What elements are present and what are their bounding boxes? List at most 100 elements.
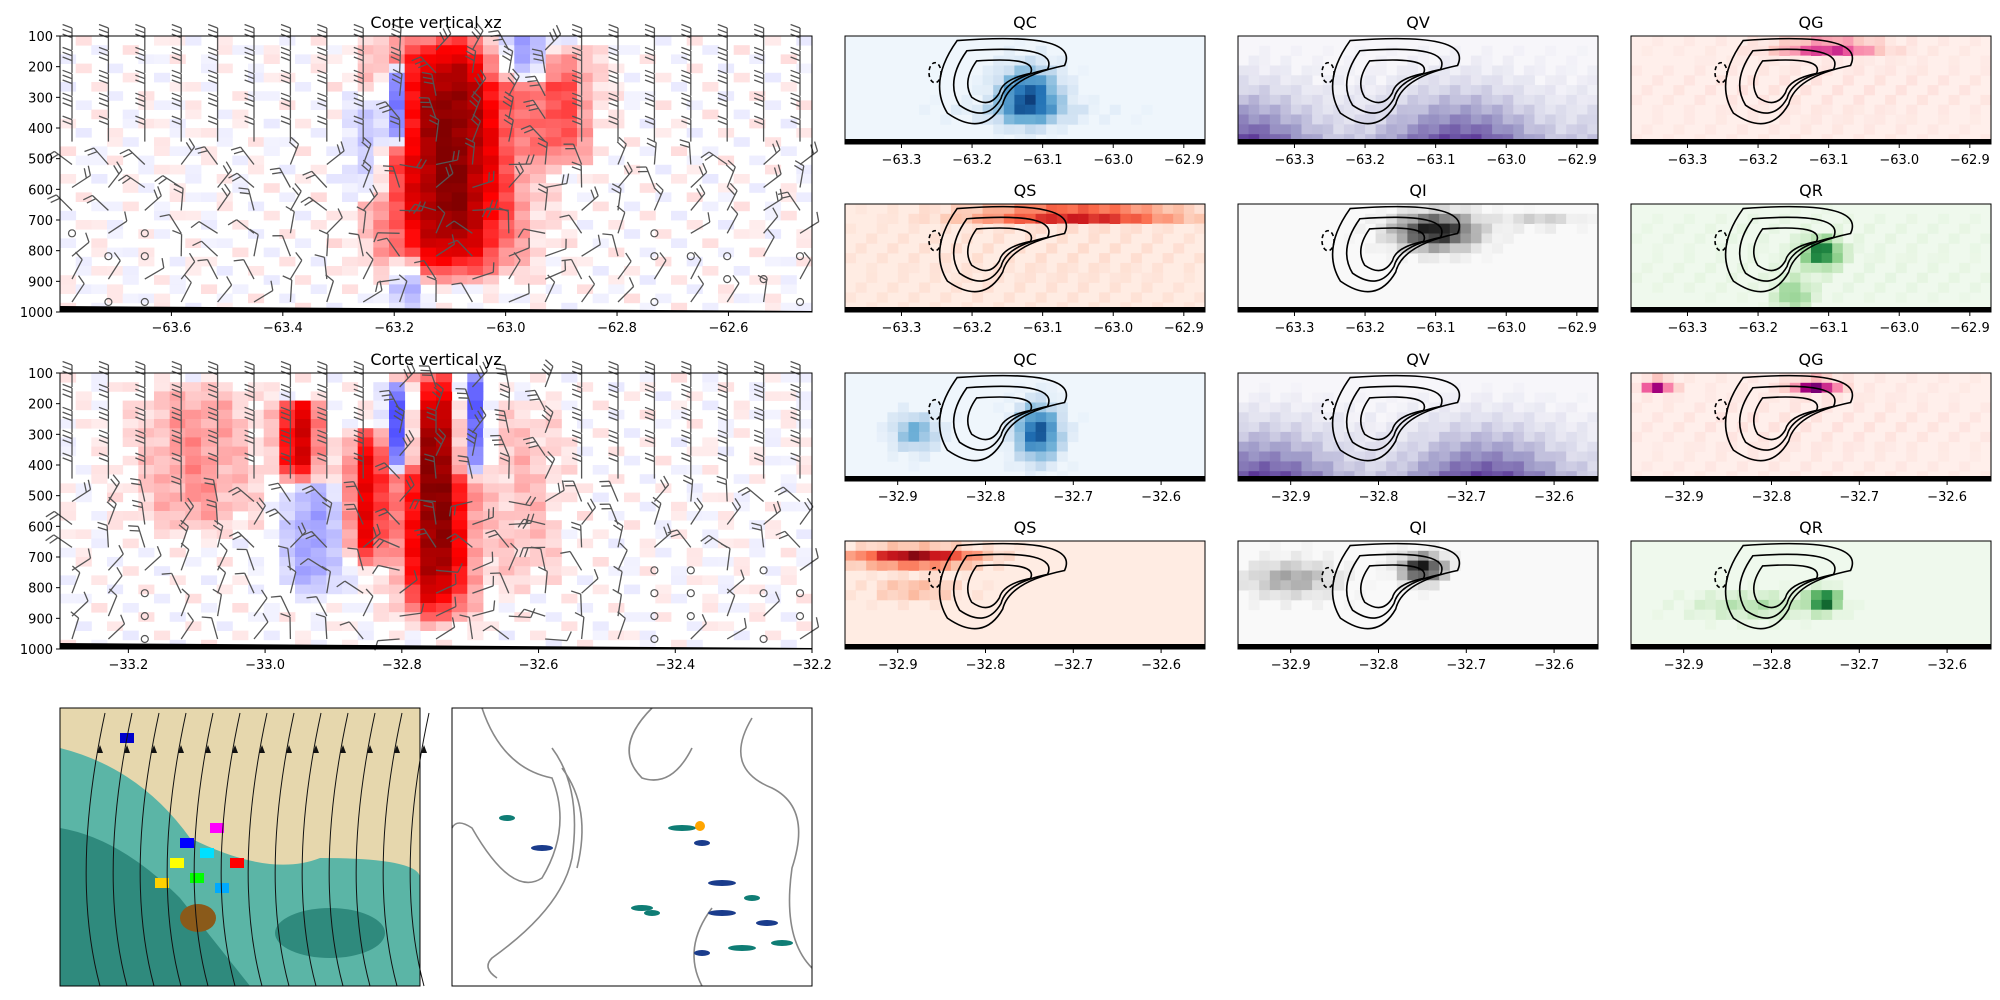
heatmap-cell bbox=[1333, 85, 1345, 96]
heatmap-cell bbox=[908, 580, 920, 591]
heatmap-cell bbox=[919, 204, 931, 215]
heatmap-cell bbox=[686, 256, 703, 267]
heatmap-cell bbox=[1088, 213, 1100, 224]
wind-barb-feather bbox=[62, 439, 73, 445]
heatmap-cell bbox=[608, 538, 625, 549]
wind-barb bbox=[544, 458, 556, 479]
heatmap-cell bbox=[940, 262, 952, 274]
xz-QV-contours bbox=[1321, 37, 1461, 125]
heatmap-cell bbox=[1927, 45, 1939, 56]
wind-barb bbox=[353, 504, 364, 525]
heatmap-cell bbox=[373, 382, 390, 392]
heatmap-cell bbox=[655, 455, 672, 466]
xz-main-heatmap bbox=[60, 36, 813, 313]
wind-barb bbox=[253, 234, 259, 257]
heatmap-cell bbox=[624, 229, 641, 239]
wind-barb-feather bbox=[97, 521, 108, 527]
wind-barb-feather bbox=[228, 486, 238, 493]
heatmap-cell bbox=[780, 419, 797, 429]
heatmap-cell bbox=[1460, 213, 1472, 224]
heatmap-cell bbox=[514, 201, 531, 212]
heatmap-cell bbox=[91, 437, 108, 447]
wind-barb-feather bbox=[740, 569, 745, 580]
heatmap-cell bbox=[1046, 382, 1058, 393]
heatmap-cell bbox=[373, 54, 390, 64]
heatmap-cell bbox=[404, 210, 421, 221]
wind-barb-feather bbox=[470, 118, 480, 127]
wind-barb bbox=[362, 166, 372, 188]
wind-barb-feather bbox=[376, 523, 381, 534]
heatmap-cell bbox=[201, 391, 218, 401]
heatmap-cell bbox=[373, 174, 390, 184]
terrain bbox=[1238, 307, 1598, 312]
heatmap-cell bbox=[91, 538, 108, 549]
heatmap-cell bbox=[1470, 104, 1482, 115]
heatmap-cell bbox=[326, 45, 343, 55]
heatmap-cell bbox=[420, 256, 437, 267]
wind-barb-feather bbox=[474, 414, 481, 424]
heatmap-cell bbox=[929, 431, 941, 443]
heatmap-cell bbox=[887, 550, 899, 561]
wind-barb-feather bbox=[280, 69, 291, 75]
heatmap-cell bbox=[310, 284, 327, 294]
wind-barb-feather bbox=[454, 596, 457, 607]
heatmap-cell bbox=[1301, 124, 1313, 135]
wind-barb-feather bbox=[258, 497, 266, 507]
wind-barb-feather bbox=[238, 187, 249, 190]
heatmap-cell bbox=[483, 128, 500, 138]
wind-barb-feather bbox=[790, 92, 801, 98]
heatmap-cell bbox=[686, 547, 703, 558]
wind-barb-feather bbox=[120, 614, 126, 625]
heatmap-cell bbox=[866, 560, 878, 571]
heatmap-cell bbox=[1312, 461, 1324, 472]
heatmap-cell bbox=[993, 124, 1005, 135]
heatmap-cell bbox=[483, 483, 500, 493]
wind-barb-feather bbox=[681, 457, 692, 463]
x-tick-label: −32.6 bbox=[1534, 490, 1574, 505]
heatmap-cell bbox=[887, 243, 899, 254]
wind-barb-feather bbox=[171, 406, 182, 412]
yz-QS-contours bbox=[928, 542, 1068, 630]
wind-barb-feather bbox=[424, 458, 435, 463]
wind-barb-feather bbox=[62, 434, 73, 440]
calm-circle bbox=[140, 611, 149, 621]
heatmap-cell bbox=[908, 292, 920, 303]
heatmap-cell bbox=[1863, 85, 1875, 96]
wind-barb-feather bbox=[644, 411, 655, 417]
heatmap-cell bbox=[1705, 45, 1717, 56]
heatmap-cell bbox=[1895, 55, 1907, 66]
heatmap-cell bbox=[1046, 124, 1058, 135]
heatmap-cell bbox=[1726, 94, 1738, 106]
wind-barb-feather bbox=[608, 97, 619, 103]
heatmap-cell bbox=[185, 455, 202, 466]
heatmap-cell bbox=[342, 419, 359, 429]
heatmap-cell bbox=[1035, 223, 1047, 234]
heatmap-cell bbox=[1832, 292, 1844, 303]
wind-barb-feather bbox=[244, 51, 255, 57]
heatmap-cell bbox=[1290, 560, 1302, 571]
heatmap-cell bbox=[1673, 45, 1685, 56]
wind-barb-feather bbox=[436, 432, 444, 441]
heatmap-cell bbox=[1641, 461, 1653, 472]
heatmap-cell bbox=[467, 275, 484, 285]
heatmap-cell bbox=[483, 474, 500, 484]
heatmap-cell bbox=[671, 501, 688, 512]
heatmap-cell bbox=[1365, 451, 1377, 462]
heatmap-cell bbox=[451, 284, 468, 294]
heatmap-cell bbox=[451, 474, 468, 484]
wind-barb bbox=[497, 30, 510, 51]
heatmap-cell bbox=[1948, 94, 1960, 106]
heatmap-cell bbox=[608, 82, 625, 92]
heatmap-cell bbox=[1969, 75, 1981, 86]
heatmap-cell bbox=[1874, 104, 1886, 115]
heatmap-cell bbox=[639, 373, 656, 383]
wind-barb-feather bbox=[207, 74, 218, 80]
yz-QC-contours bbox=[928, 374, 1068, 462]
wind-barb bbox=[544, 489, 565, 503]
heatmap-cell bbox=[671, 118, 688, 129]
heatmap-cell bbox=[671, 511, 688, 521]
wind-barb-feather bbox=[528, 107, 539, 112]
heatmap-cell bbox=[514, 382, 531, 392]
heatmap-cell bbox=[561, 446, 578, 457]
wind-barb bbox=[508, 247, 530, 257]
